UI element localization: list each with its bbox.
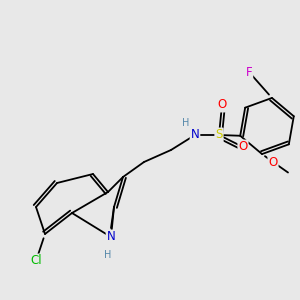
Text: H: H (182, 118, 190, 128)
Text: S: S (215, 128, 223, 142)
Text: O: O (238, 140, 247, 154)
Text: O: O (218, 98, 226, 112)
Text: H: H (104, 250, 112, 260)
Text: N: N (190, 128, 200, 142)
Text: F: F (246, 65, 252, 79)
Text: O: O (268, 155, 278, 169)
Text: N: N (106, 230, 116, 244)
Text: Cl: Cl (30, 254, 42, 268)
